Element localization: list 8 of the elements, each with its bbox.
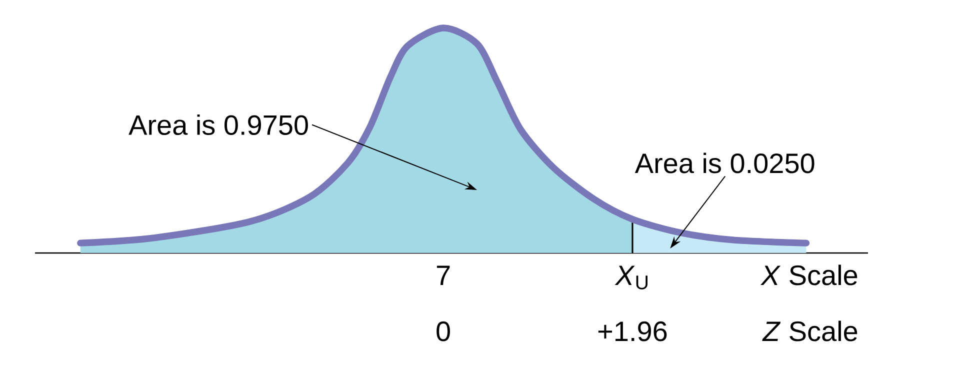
x-tick-label: +1.96 bbox=[598, 321, 667, 342]
annotation: Area is 0.9750 bbox=[128, 114, 308, 136]
x2-axis-title: X Scale bbox=[760, 264, 858, 286]
x-tick-label: 0 bbox=[436, 321, 450, 342]
annotation: 7 bbox=[436, 266, 450, 285]
annotation: Area is 0.0250 bbox=[634, 152, 814, 174]
annotation: X$_{U}$ bbox=[614, 266, 648, 290]
x-axis-title: Z Scale bbox=[762, 320, 858, 342]
